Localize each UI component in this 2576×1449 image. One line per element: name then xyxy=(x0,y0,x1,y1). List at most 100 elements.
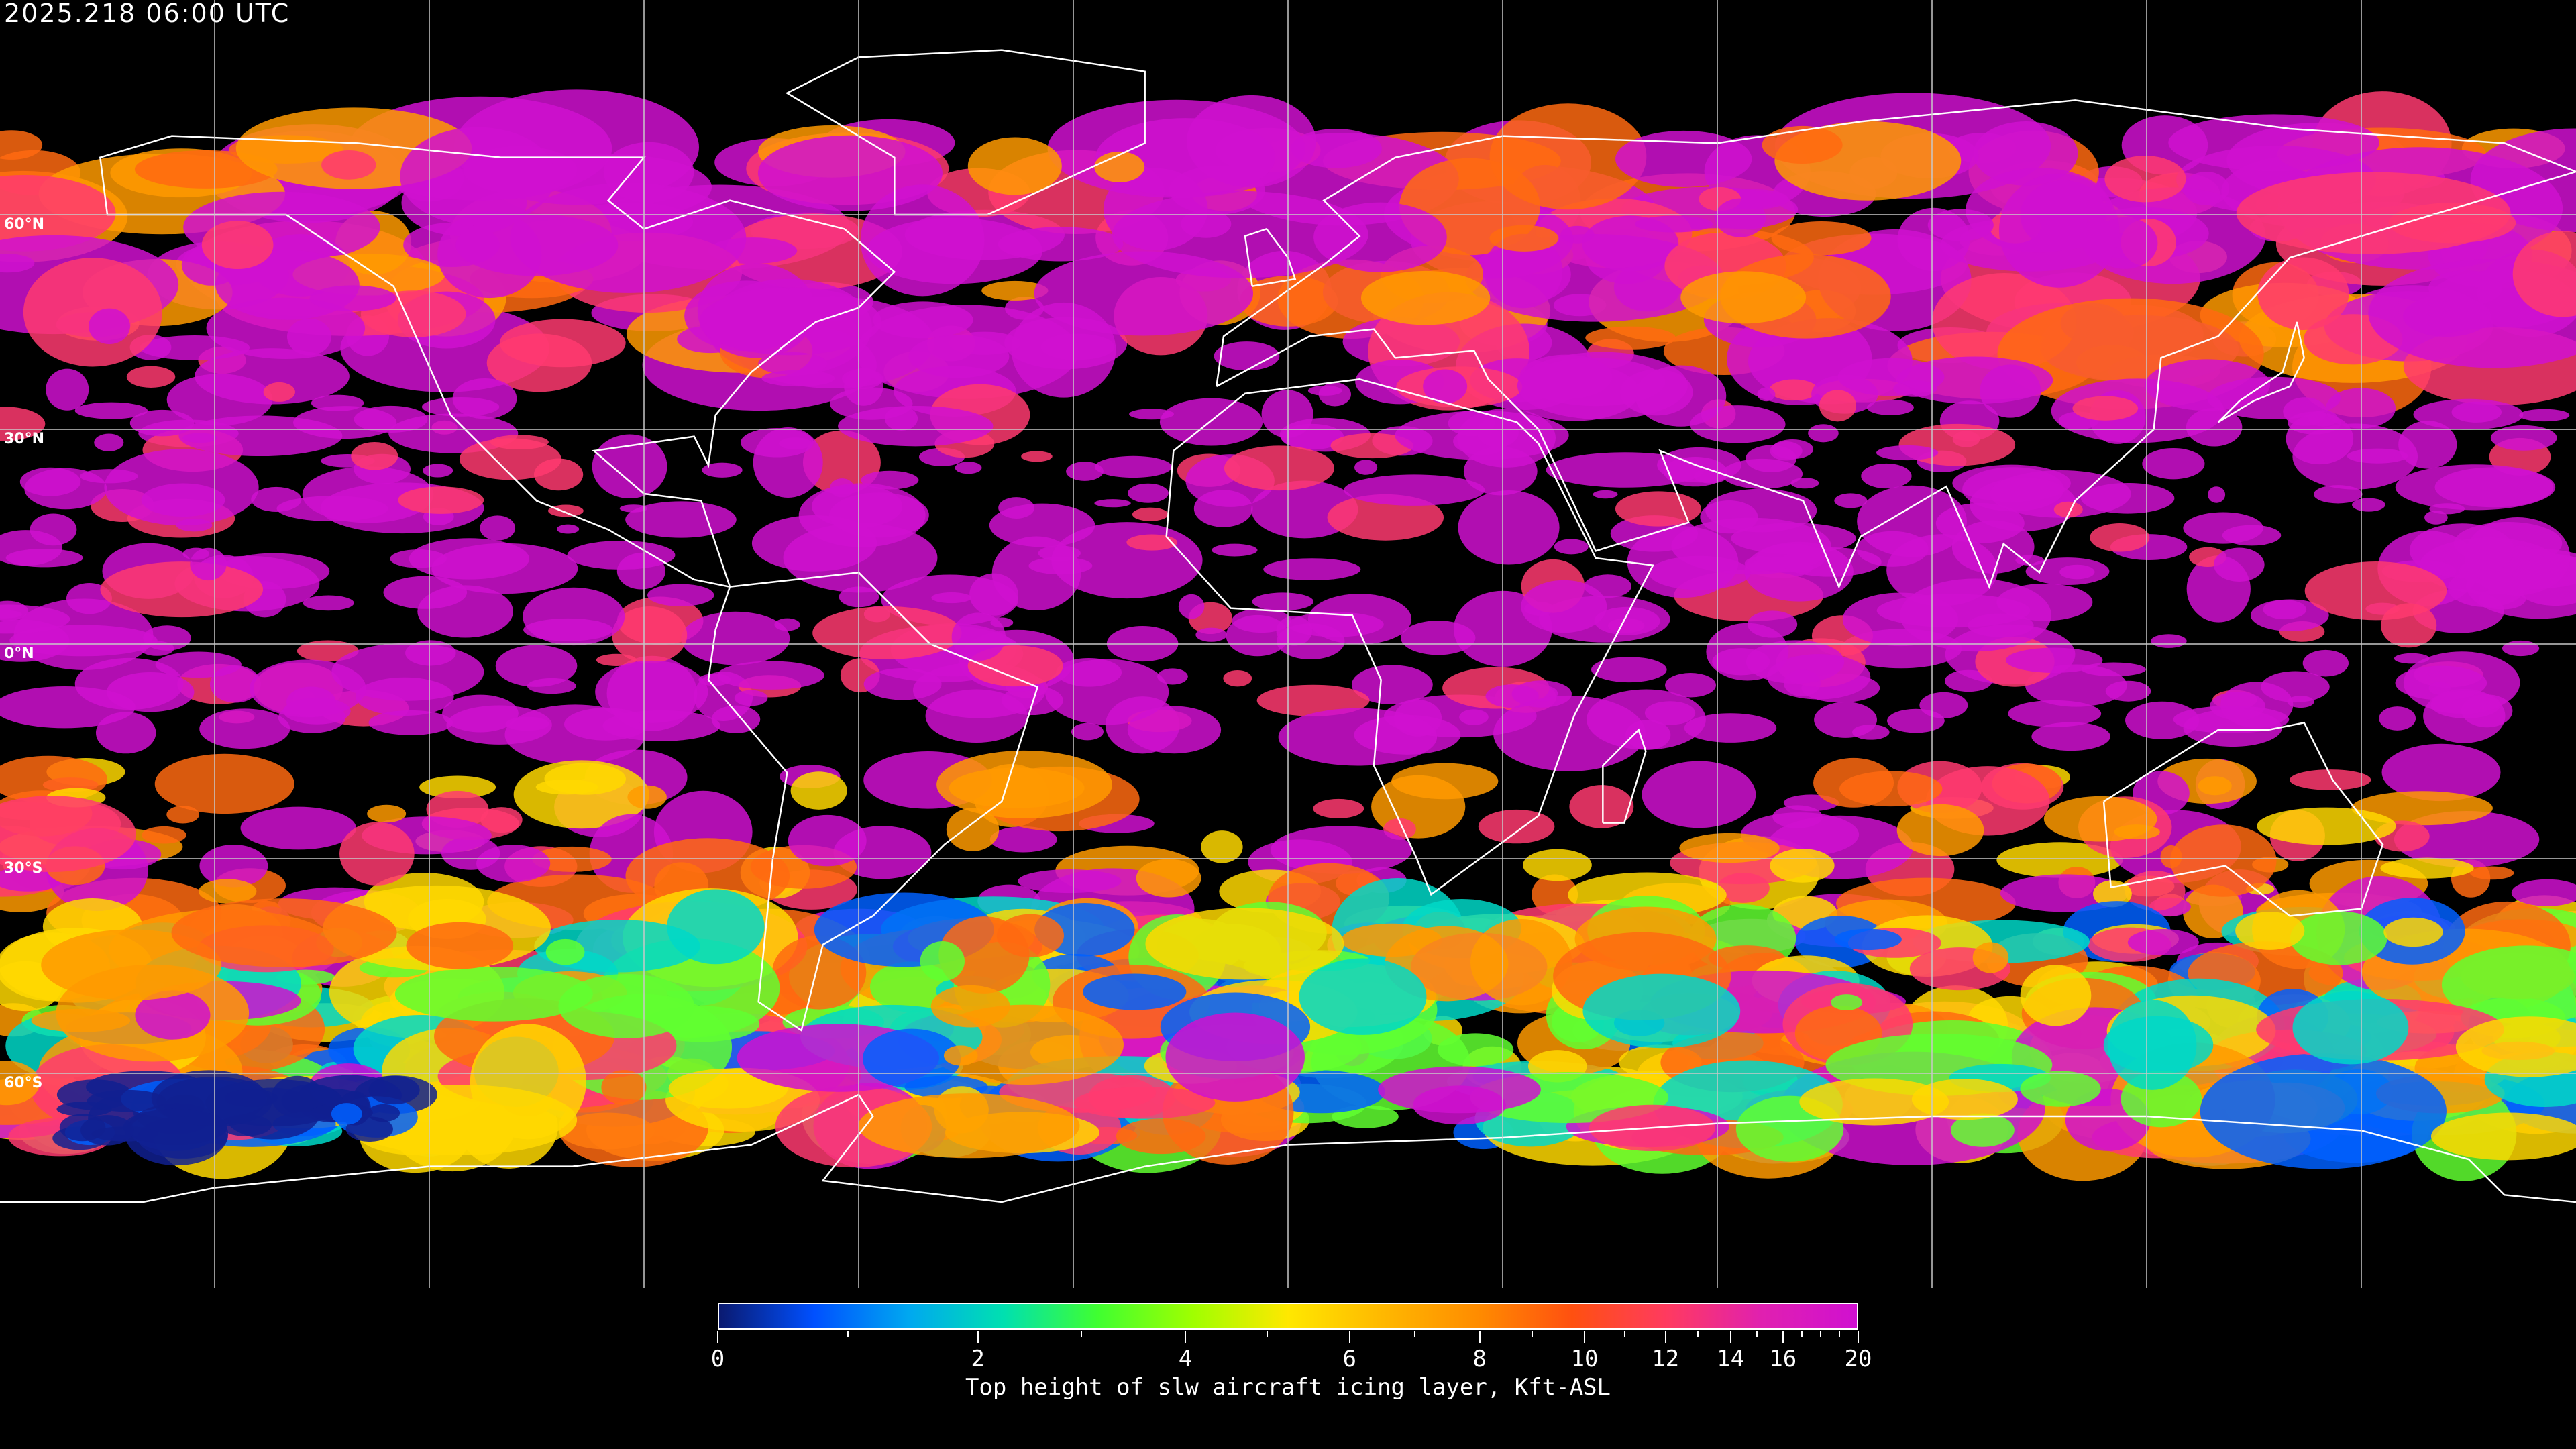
cloud-patch xyxy=(1021,451,1053,462)
cloud-patch xyxy=(455,214,619,276)
cloud-patch xyxy=(625,501,737,538)
cloud-patch xyxy=(2186,408,2243,447)
cloud-patch xyxy=(858,1093,1080,1159)
cloud-patch xyxy=(166,806,200,824)
colorbar-minor-tick xyxy=(1697,1331,1699,1337)
cloud-patch xyxy=(2290,911,2387,965)
cloud-patch xyxy=(556,524,580,534)
cloud-patch xyxy=(2287,696,2314,708)
cloud-patch xyxy=(1478,809,1555,844)
cloud-patch xyxy=(1857,485,1967,557)
cloud-patch xyxy=(2383,917,2443,947)
cloud-patch xyxy=(1223,669,1252,687)
cloud-patch xyxy=(989,826,1057,853)
cloud-patch xyxy=(1351,665,1433,704)
cloud-patch xyxy=(1437,1033,1514,1067)
cloud-patch xyxy=(1770,441,1803,461)
cloud-patch xyxy=(0,407,46,441)
cloud-patch xyxy=(1263,558,1361,580)
cloud-patch xyxy=(368,1075,420,1105)
colorbar-minor-tick xyxy=(1838,1331,1840,1337)
cloud-patch xyxy=(293,406,397,439)
cloud-patch xyxy=(1489,103,1647,210)
cloud-patch xyxy=(1834,928,1902,951)
cloud-patch xyxy=(1762,125,1843,164)
cloud-patch xyxy=(23,258,162,367)
cloud-patch xyxy=(1400,621,1476,655)
cloud-patch xyxy=(1212,543,1258,557)
lat-label-30s: 30°S xyxy=(4,860,43,877)
cloud-patch xyxy=(0,866,64,892)
cloud-patch xyxy=(774,618,800,631)
colorbar-tick-label: 16 xyxy=(1769,1346,1797,1373)
cloud-patch xyxy=(2183,172,2230,205)
cloud-patch xyxy=(1095,118,1275,197)
colorbar-minor-tick xyxy=(1081,1331,1083,1337)
cloud-patch xyxy=(1484,233,1563,309)
cloud-patch xyxy=(1694,468,1727,484)
cloud-patch xyxy=(1927,209,1994,241)
colorbar-major-tick xyxy=(1584,1331,1585,1343)
cloud-patch xyxy=(2151,634,2187,648)
cloud-patch xyxy=(699,287,881,356)
cloud-patch xyxy=(154,753,294,814)
cloud-patch xyxy=(0,796,136,872)
cloud-patch xyxy=(1679,833,1780,863)
cloud-patch xyxy=(1769,379,1819,401)
cloud-patch xyxy=(1635,215,1713,233)
cloud-patch xyxy=(595,660,708,723)
cloud-patch xyxy=(2413,398,2524,430)
cloud-patch xyxy=(303,595,354,611)
cloud-patch xyxy=(1517,352,1688,420)
cloud-patch xyxy=(80,1115,134,1146)
cloud-patch xyxy=(920,941,965,981)
cloud-patch xyxy=(943,1045,978,1066)
cloud-patch xyxy=(2125,871,2186,911)
cloud-patch xyxy=(166,374,273,426)
cloud-patch xyxy=(2409,523,2515,578)
cloud-patch xyxy=(182,433,218,443)
cloud-patch xyxy=(1127,706,1222,754)
cloud-patch xyxy=(863,667,942,700)
cloud-patch xyxy=(41,929,222,1001)
cloud-patch xyxy=(1094,151,1145,182)
cloud-patch xyxy=(532,846,612,872)
cloud-patch xyxy=(106,672,195,712)
cloud-patch xyxy=(1972,942,2009,973)
cloud-patch xyxy=(860,184,985,297)
cloud-patch xyxy=(667,889,765,965)
cloud-patch xyxy=(1757,387,1776,402)
cloud-patch xyxy=(1493,695,1646,771)
cloud-patch xyxy=(0,1061,40,1106)
cloud-patch xyxy=(1593,490,1618,499)
colorbar-tick-label: 6 xyxy=(1342,1346,1357,1373)
cloud-patch xyxy=(74,402,148,419)
cloud-patch xyxy=(199,845,268,888)
colorbar-tick-label: 12 xyxy=(1652,1346,1680,1373)
cloud-patch xyxy=(1307,594,1412,645)
cloud-patch xyxy=(1094,499,1131,508)
cloud-patch xyxy=(135,990,211,1040)
cloud-patch xyxy=(949,767,1085,808)
cloud-patch xyxy=(1313,202,1447,272)
cloud-patch xyxy=(1214,341,1280,371)
cloud-patch xyxy=(1771,221,1872,256)
cloud-patch xyxy=(1330,433,1414,459)
cloud-patch xyxy=(2125,701,2200,739)
cloud-patch xyxy=(1116,1118,1206,1155)
cloud-patch xyxy=(2257,807,2396,845)
cloud-patch xyxy=(1459,709,1489,725)
coastline-eurasia xyxy=(1216,99,2576,590)
cloud-patch xyxy=(1056,657,1122,687)
cloud-patch xyxy=(190,547,227,581)
cloud-patch xyxy=(2235,912,2305,950)
cloud-patch xyxy=(1159,398,1263,446)
cloud-patch xyxy=(1073,1087,1216,1119)
cloud-patch xyxy=(2008,700,2102,727)
cloud-patch xyxy=(802,430,881,494)
cloud-patch xyxy=(0,174,116,252)
cloud-patch xyxy=(1523,849,1592,881)
cloud-patch xyxy=(2250,599,2329,631)
cloud-patch xyxy=(2200,1053,2447,1169)
colorbar-major-tick xyxy=(1782,1331,1784,1343)
